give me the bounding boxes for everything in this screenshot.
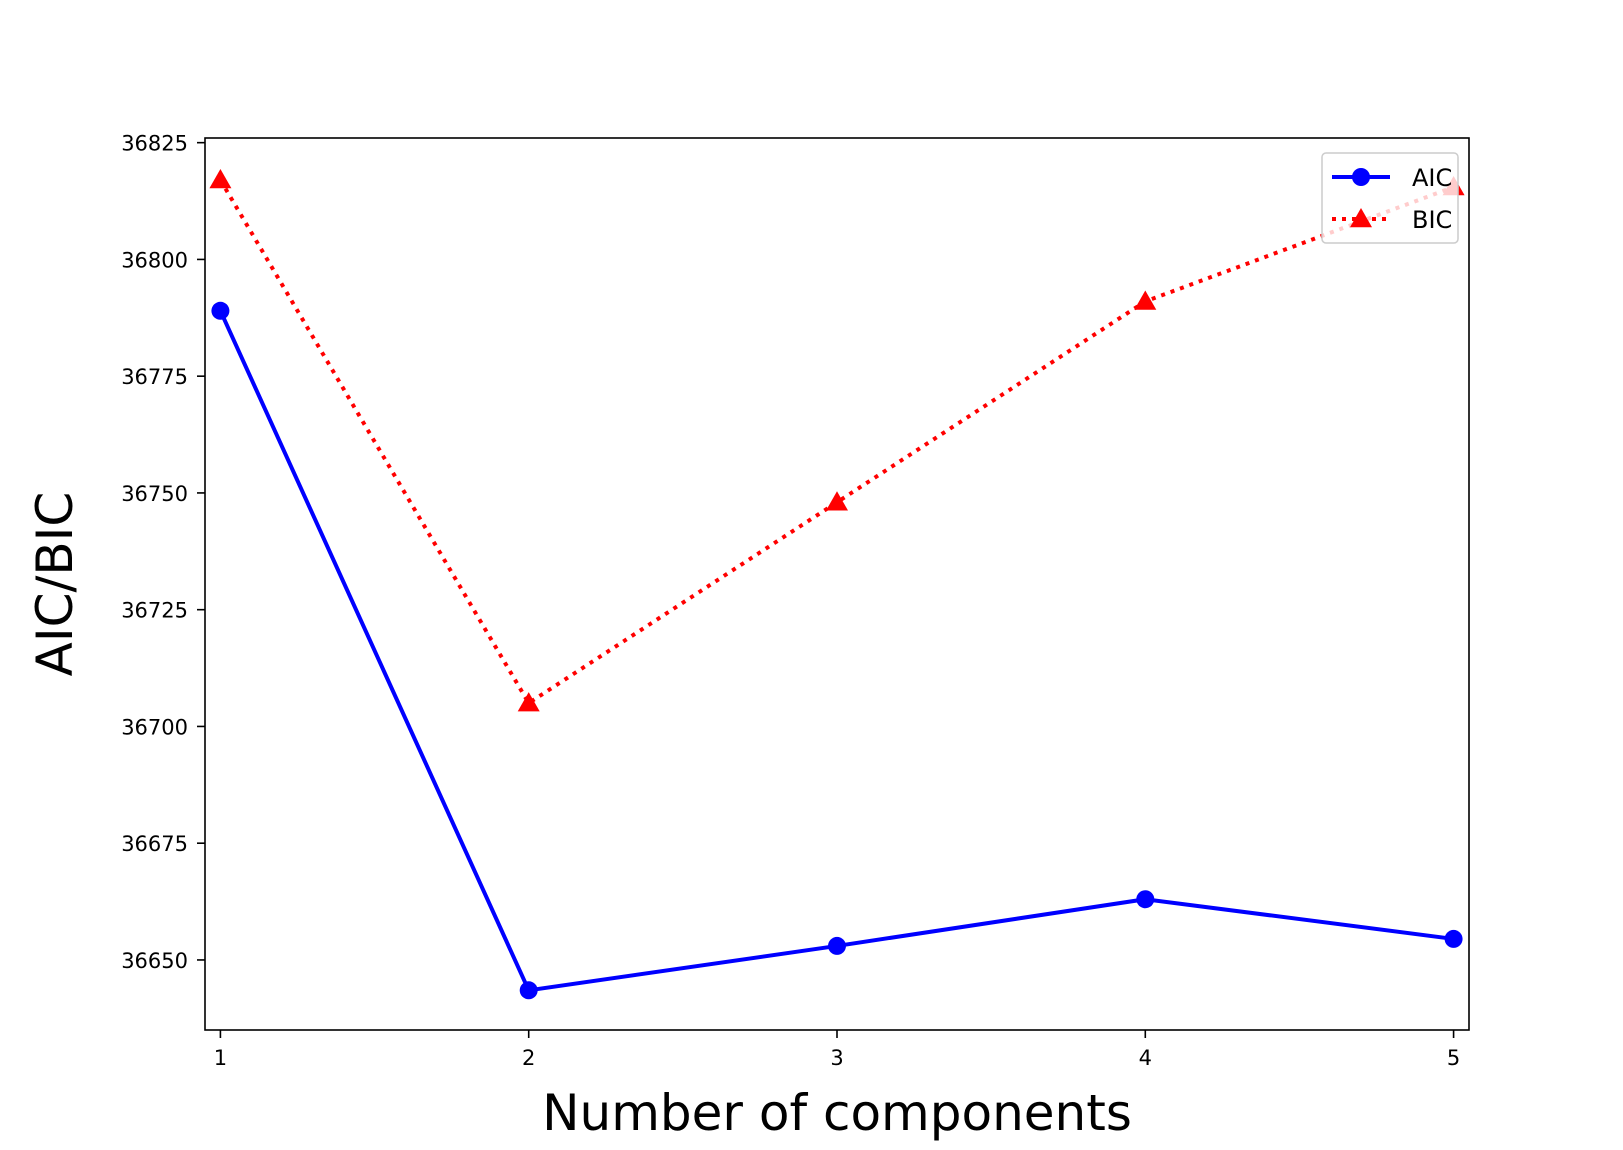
y-tick-label: 36775 xyxy=(121,365,188,389)
y-tick-label: 36750 xyxy=(121,482,188,506)
x-axis: 1 2 3 4 5 xyxy=(214,1030,1460,1070)
plot-background xyxy=(205,138,1469,1030)
bic-point-4 xyxy=(1134,290,1157,310)
legend-label-bic: BIC xyxy=(1412,206,1452,234)
x-tick-label: 4 xyxy=(1139,1046,1152,1070)
x-tick-label: 3 xyxy=(830,1046,843,1070)
legend-item-aic: AIC xyxy=(1332,164,1452,192)
legend-label-aic: AIC xyxy=(1412,164,1452,192)
y-tick-label: 36725 xyxy=(121,599,188,623)
legend-marker-aic xyxy=(1352,168,1370,186)
x-tick-label: 2 xyxy=(522,1046,535,1070)
x-tick-label: 1 xyxy=(214,1046,227,1070)
aic-point-3 xyxy=(828,936,846,955)
bic-line xyxy=(218,179,1455,706)
aic-series xyxy=(211,301,1463,1000)
y-tick-label: 36650 xyxy=(121,949,188,973)
bic-point-1 xyxy=(209,169,232,189)
bic-point-2 xyxy=(517,692,540,712)
aic-point-2 xyxy=(519,981,538,1000)
y-tick-label: 36675 xyxy=(121,832,188,856)
y-tick-label: 36825 xyxy=(121,132,188,156)
x-tick-label: 5 xyxy=(1447,1046,1460,1070)
legend-marker-bic xyxy=(1350,208,1372,228)
x-axis-title: Number of components xyxy=(542,1084,1132,1142)
aic-point-5 xyxy=(1444,929,1463,948)
y-axis-title: AIC/BIC xyxy=(26,492,84,677)
aic-point-1 xyxy=(211,301,230,320)
aic-point-4 xyxy=(1136,890,1155,909)
bic-point-3 xyxy=(826,491,848,511)
y-tick-label: 36800 xyxy=(121,248,188,272)
legend: AIC BIC xyxy=(1321,152,1459,244)
y-tick-label: 36700 xyxy=(121,715,188,739)
legend-item-bic: BIC xyxy=(1332,206,1452,234)
y-axis: 36650 36675 36700 36725 36750 36775 36800 36825 xyxy=(121,132,205,973)
